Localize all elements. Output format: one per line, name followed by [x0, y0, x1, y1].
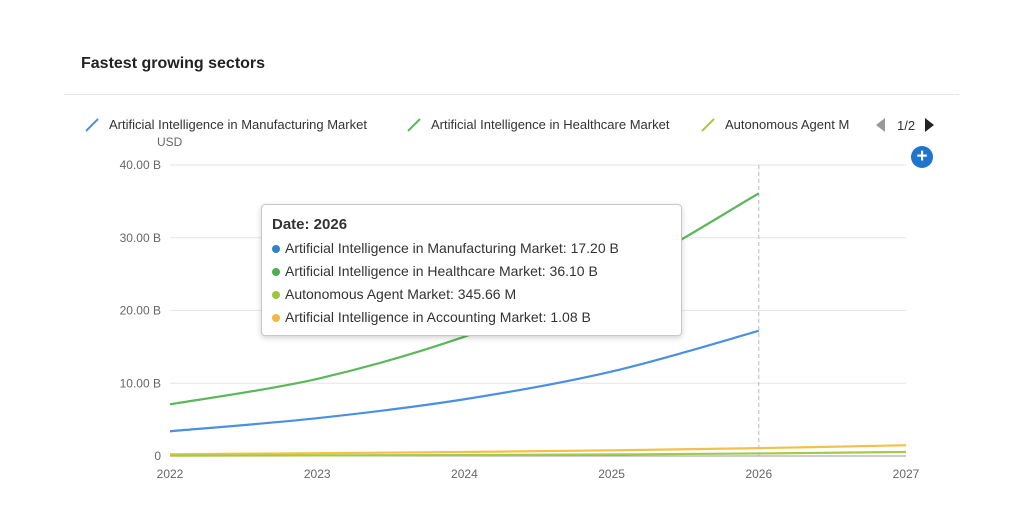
y-tick-label: 0 [154, 449, 161, 463]
tooltip-title: Date: 2026 [272, 216, 671, 233]
tooltip-row: Artificial Intelligence in Healthcare Ma… [272, 260, 671, 283]
y-tick-label: 10.00 B [120, 376, 161, 390]
tooltip-dot-icon [272, 268, 280, 276]
series-line-artificial-intelligence-in-manufacturing-market [170, 331, 759, 431]
x-tick-label: 2023 [304, 467, 331, 481]
tooltip-dot-icon [272, 314, 280, 322]
x-tick-label: 2022 [157, 467, 184, 481]
tooltip-row: Artificial Intelligence in Accounting Ma… [272, 306, 671, 329]
tooltip-dot-icon [272, 245, 280, 253]
x-tick-label: 2025 [598, 467, 625, 481]
tooltip-row-text: Autonomous Agent Market: 345.66 M [285, 283, 516, 306]
y-tick-label: 40.00 B [120, 158, 161, 172]
tooltip-row: Autonomous Agent Market: 345.66 M [272, 283, 671, 306]
tooltip-row-text: Artificial Intelligence in Healthcare Ma… [285, 260, 598, 283]
y-tick-label: 20.00 B [120, 304, 161, 318]
tooltip-row-text: Artificial Intelligence in Manufacturing… [285, 237, 619, 260]
x-tick-label: 2024 [451, 467, 478, 481]
y-tick-label: 30.00 B [120, 231, 161, 245]
tooltip-dot-icon [272, 291, 280, 299]
tooltip-row-text: Artificial Intelligence in Accounting Ma… [285, 306, 591, 329]
tooltip-row: Artificial Intelligence in Manufacturing… [272, 237, 671, 260]
x-tick-label: 2026 [745, 467, 772, 481]
x-tick-label: 2027 [893, 467, 920, 481]
chart-tooltip: Date: 2026 Artificial Intelligence in Ma… [261, 204, 682, 336]
